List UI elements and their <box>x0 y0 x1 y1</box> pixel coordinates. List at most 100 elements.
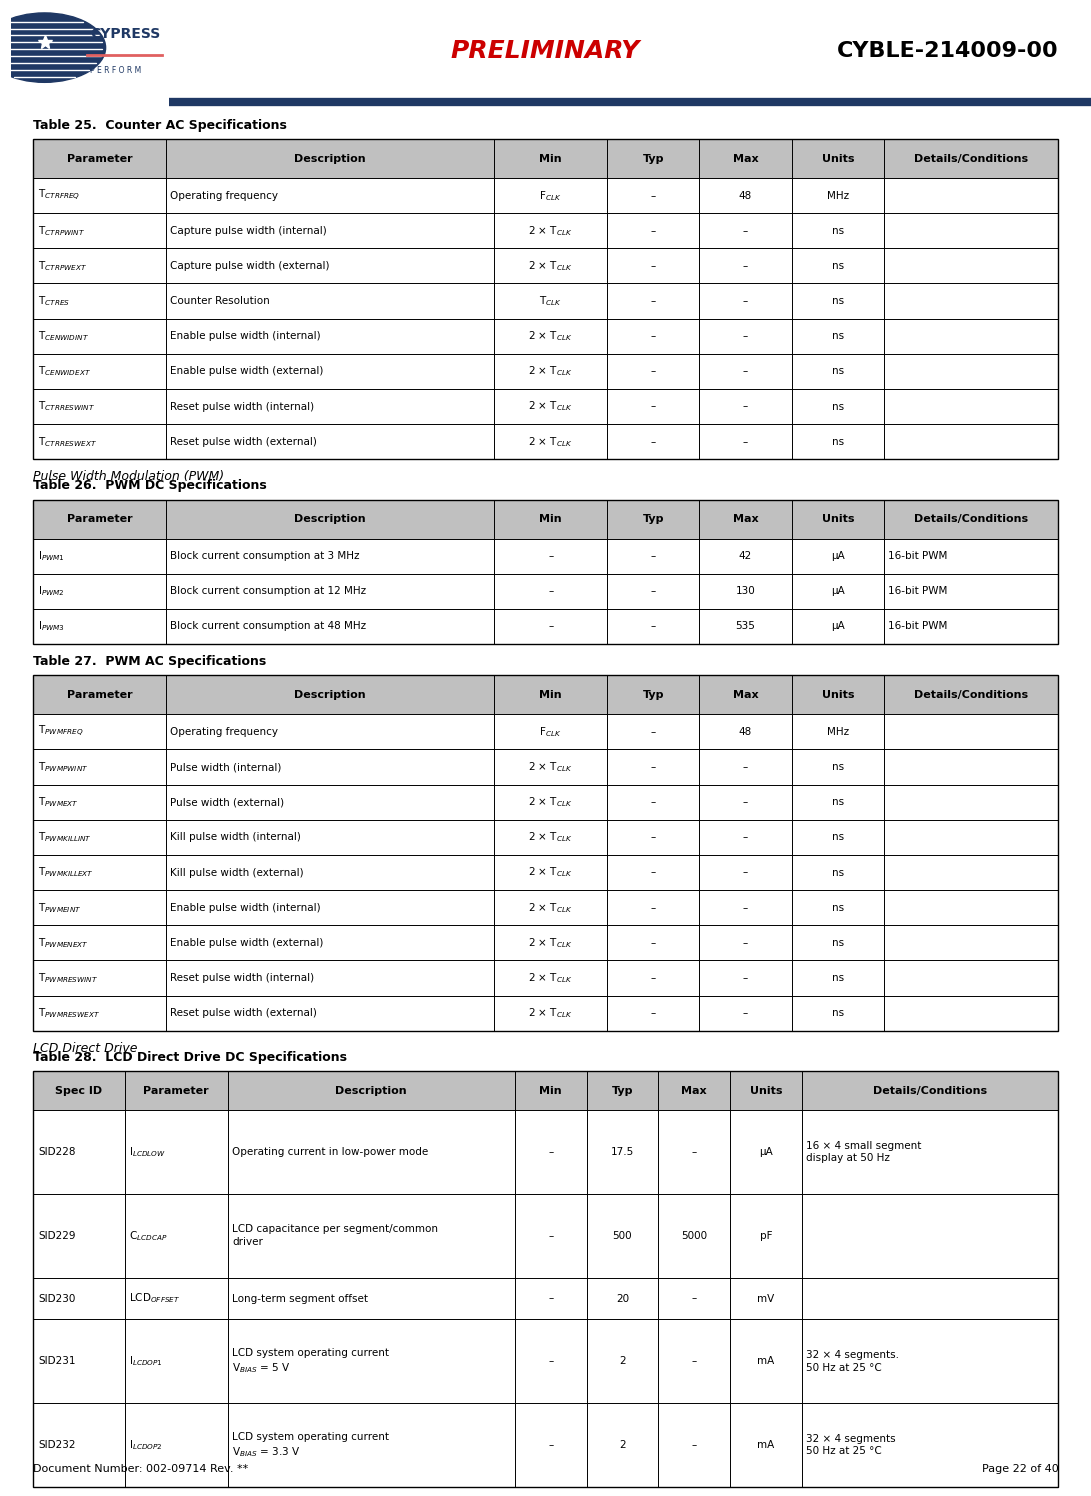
Text: Parameter: Parameter <box>144 1086 209 1095</box>
Text: I$_{PWM1}$: I$_{PWM1}$ <box>38 549 65 562</box>
Text: –: – <box>650 868 656 878</box>
Text: ns: ns <box>831 367 843 377</box>
Text: –: – <box>650 938 656 948</box>
Text: Counter Resolution: Counter Resolution <box>170 296 271 307</box>
Text: 2 × T$_{CLK}$: 2 × T$_{CLK}$ <box>528 259 573 272</box>
Bar <box>33 1071 1058 1487</box>
Text: ns: ns <box>831 296 843 307</box>
Bar <box>33 1403 1058 1487</box>
Text: P E R F O R M: P E R F O R M <box>91 66 142 75</box>
Text: Page 22 of 40: Page 22 of 40 <box>982 1465 1058 1474</box>
Text: Enable pulse width (external): Enable pulse width (external) <box>170 938 324 948</box>
Bar <box>33 500 1058 539</box>
Text: T$_{CTRFREQ}$: T$_{CTRFREQ}$ <box>38 188 81 203</box>
Text: Document Number: 002-09714 Rev. **: Document Number: 002-09714 Rev. ** <box>33 1465 248 1474</box>
Text: Table 26.  PWM DC Specifications: Table 26. PWM DC Specifications <box>33 479 266 492</box>
Text: PRELIMINARY: PRELIMINARY <box>451 39 640 63</box>
Text: –: – <box>650 437 656 447</box>
Text: 535: 535 <box>735 621 755 631</box>
Text: –: – <box>548 1231 553 1240</box>
Text: 48: 48 <box>739 727 752 738</box>
Text: Max: Max <box>733 515 758 524</box>
Text: –: – <box>743 437 748 447</box>
Text: µA: µA <box>831 621 844 631</box>
Text: 2: 2 <box>619 1357 626 1366</box>
Text: ns: ns <box>831 1008 843 1019</box>
Text: –: – <box>650 260 656 271</box>
Bar <box>33 248 1058 283</box>
Text: T$_{PWMENEXT}$: T$_{PWMENEXT}$ <box>38 936 89 950</box>
Text: SID228: SID228 <box>38 1147 75 1156</box>
Text: mV: mV <box>757 1294 775 1303</box>
Text: Max: Max <box>682 1086 707 1095</box>
Bar <box>33 1319 1058 1403</box>
Text: Details/Conditions: Details/Conditions <box>914 690 1028 700</box>
Text: Kill pulse width (external): Kill pulse width (external) <box>170 868 304 878</box>
Text: mA: mA <box>757 1357 775 1366</box>
Bar <box>33 925 1058 960</box>
Text: T$_{PWMKILLINT}$: T$_{PWMKILLINT}$ <box>38 830 92 844</box>
Text: LCD system operating current
V$_{BIAS}$ = 3.3 V: LCD system operating current V$_{BIAS}$ … <box>232 1432 389 1459</box>
Text: –: – <box>743 902 748 913</box>
Text: Max: Max <box>733 690 758 700</box>
Text: µA: µA <box>831 586 844 597</box>
Text: Typ: Typ <box>643 154 664 163</box>
Text: LCD system operating current
V$_{BIAS}$ = 5 V: LCD system operating current V$_{BIAS}$ … <box>232 1348 389 1375</box>
Text: Reset pulse width (internal): Reset pulse width (internal) <box>170 972 314 983</box>
Text: 2 × T$_{CLK}$: 2 × T$_{CLK}$ <box>528 901 573 914</box>
Text: –: – <box>548 1147 553 1156</box>
Text: 2: 2 <box>619 1441 626 1450</box>
Text: ns: ns <box>831 868 843 878</box>
Text: –: – <box>650 727 656 738</box>
Text: 17.5: 17.5 <box>611 1147 634 1156</box>
Text: –: – <box>650 331 656 341</box>
Text: T$_{PWMFREQ}$: T$_{PWMFREQ}$ <box>38 724 84 739</box>
Bar <box>33 714 1058 749</box>
Text: Min: Min <box>539 515 562 524</box>
Text: Units: Units <box>750 1086 782 1095</box>
Bar <box>33 353 1058 389</box>
Text: –: – <box>650 586 656 597</box>
Text: I$_{LCDLOW}$: I$_{LCDLOW}$ <box>130 1144 167 1159</box>
Text: 20: 20 <box>615 1294 630 1303</box>
Text: I$_{PWM2}$: I$_{PWM2}$ <box>38 585 65 598</box>
Text: 500: 500 <box>613 1231 632 1240</box>
Text: SID231: SID231 <box>38 1357 75 1366</box>
Text: Max: Max <box>733 154 758 163</box>
Text: T$_{PWMPWINT}$: T$_{PWMPWINT}$ <box>38 760 88 773</box>
Text: 2 × T$_{CLK}$: 2 × T$_{CLK}$ <box>528 224 573 238</box>
Bar <box>33 423 1058 459</box>
Text: Capture pulse width (internal): Capture pulse width (internal) <box>170 226 327 236</box>
Text: T$_{PWMEXT}$: T$_{PWMEXT}$ <box>38 796 79 809</box>
Text: Details/Conditions: Details/Conditions <box>914 154 1028 163</box>
Text: Typ: Typ <box>643 515 664 524</box>
Bar <box>33 1071 1058 1110</box>
Text: ns: ns <box>831 331 843 341</box>
Text: ns: ns <box>831 260 843 271</box>
Text: 32 × 4 segments
50 Hz at 25 °C: 32 × 4 segments 50 Hz at 25 °C <box>806 1435 896 1456</box>
Text: C$_{LCDCAP}$: C$_{LCDCAP}$ <box>130 1228 168 1243</box>
Text: 2 × T$_{CLK}$: 2 × T$_{CLK}$ <box>528 399 573 413</box>
Text: Typ: Typ <box>643 690 664 700</box>
Text: Table 28.  LCD Direct Drive DC Specifications: Table 28. LCD Direct Drive DC Specificat… <box>33 1050 347 1064</box>
Text: 2 × T$_{CLK}$: 2 × T$_{CLK}$ <box>528 1007 573 1020</box>
Text: 48: 48 <box>739 190 752 200</box>
Text: F$_{CLK}$: F$_{CLK}$ <box>539 726 562 739</box>
Text: 2 × T$_{CLK}$: 2 × T$_{CLK}$ <box>528 435 573 449</box>
Text: Details/Conditions: Details/Conditions <box>873 1086 987 1095</box>
Text: ns: ns <box>831 797 843 808</box>
Text: SID230: SID230 <box>38 1294 75 1303</box>
Bar <box>33 1110 1058 1194</box>
Text: I$_{LCDOP2}$: I$_{LCDOP2}$ <box>130 1438 164 1453</box>
Text: Pulse width (external): Pulse width (external) <box>170 797 285 808</box>
Text: T$_{CTRPWINT}$: T$_{CTRPWINT}$ <box>38 224 85 238</box>
Text: Pulse Width Modulation (PWM): Pulse Width Modulation (PWM) <box>33 470 224 483</box>
Text: 130: 130 <box>735 586 755 597</box>
Bar <box>33 1278 1058 1319</box>
Text: –: – <box>650 972 656 983</box>
Text: T$_{PWMEINT}$: T$_{PWMEINT}$ <box>38 901 82 914</box>
Text: Enable pulse width (external): Enable pulse width (external) <box>170 367 324 377</box>
Text: 2 × T$_{CLK}$: 2 × T$_{CLK}$ <box>528 971 573 984</box>
Text: Min: Min <box>539 690 562 700</box>
Bar <box>33 820 1058 854</box>
